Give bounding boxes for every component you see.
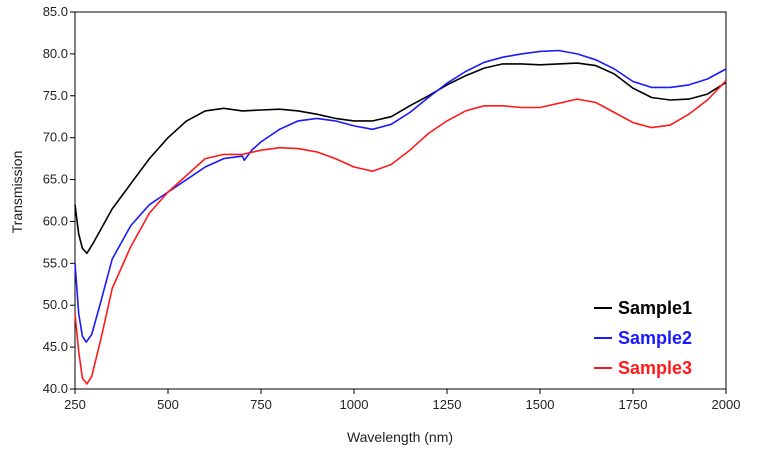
series-line-sample3 xyxy=(74,80,727,385)
y-tick-label: 60.0 xyxy=(43,213,68,228)
series-line-sample1 xyxy=(74,62,727,255)
x-tick-label: 1500 xyxy=(526,397,555,412)
y-tick-label: 45.0 xyxy=(43,339,68,354)
y-tick-label: 70.0 xyxy=(43,130,68,145)
series-line-sample2 xyxy=(74,49,727,343)
x-tick-label: 1250 xyxy=(433,397,462,412)
x-tick-label: 250 xyxy=(64,397,86,412)
y-tick-label: 85.0 xyxy=(43,4,68,19)
y-tick-label: 80.0 xyxy=(43,46,68,61)
x-axis: 250 500 750 1000 1250 1500 1750 2000 xyxy=(64,389,740,412)
x-tick-label: 500 xyxy=(157,397,179,412)
x-tick-label: 750 xyxy=(250,397,272,412)
y-tick-label: 40.0 xyxy=(43,381,68,396)
legend: Sample1 Sample2 Sample3 xyxy=(594,298,692,378)
y-tick-label: 50.0 xyxy=(43,297,68,312)
y-axis-title: Transmission xyxy=(9,151,25,234)
y-tick-label: 55.0 xyxy=(43,255,68,270)
plot-area xyxy=(74,11,727,390)
x-axis-title: Wavelength (nm) xyxy=(347,429,453,445)
y-tick-label: 65.0 xyxy=(43,172,68,187)
x-tick-label: 2000 xyxy=(712,397,741,412)
y-tick-label: 75.0 xyxy=(43,88,68,103)
x-tick-label: 1000 xyxy=(340,397,369,412)
x-tick-label: 1750 xyxy=(619,397,648,412)
y-axis: 40.0 45.0 50.0 55.0 60.0 65.0 70.0 75.0 80.0 85.0 xyxy=(43,4,75,396)
legend-label-sample2: Sample2 xyxy=(618,328,692,348)
legend-label-sample1: Sample1 xyxy=(618,298,692,318)
legend-label-sample3: Sample3 xyxy=(618,358,692,378)
series-layer xyxy=(74,49,727,385)
